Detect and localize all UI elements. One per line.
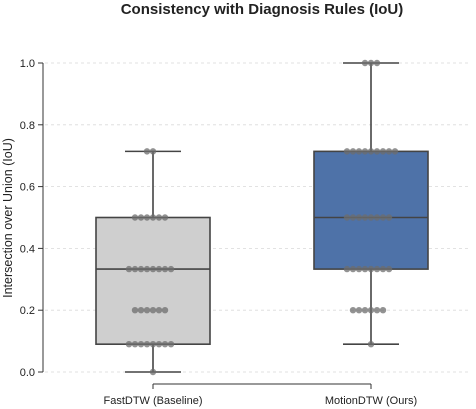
grid-lines [45,62,468,373]
data-point [379,214,387,221]
data-point [361,214,369,221]
data-point [343,214,351,221]
data-point [161,307,169,314]
box-iqr [95,216,211,345]
data-point [143,265,151,273]
boxes [95,62,429,373]
data-point [379,148,387,155]
data-point [361,265,369,273]
data-point [149,148,157,155]
data-point [373,265,381,273]
data-point [361,148,369,155]
box-iqr [313,150,429,270]
data-point [131,340,139,348]
data-point [155,307,163,314]
data-point [367,59,375,67]
data-point [355,265,363,273]
data-point [125,265,133,273]
data-point [137,307,145,314]
data-point [343,265,351,273]
data-point [143,307,151,314]
data-point [385,265,393,273]
data-point [391,148,399,155]
y-tick-label: 0.6 [20,182,35,194]
data-point [349,148,357,155]
data-point [349,214,357,221]
data-point [137,214,145,221]
data-point [161,265,169,273]
data-point [167,265,175,273]
data-point [137,340,145,348]
data-point [155,340,163,348]
y-tick-label: 0.0 [20,367,35,379]
data-point [131,265,139,273]
data-point [355,214,363,221]
data-point [149,265,157,273]
data-point [373,59,381,67]
data-point [155,214,163,221]
x-tick-label: MotionDTW (Ours) [325,395,417,407]
data-point [367,340,375,348]
axes: 0.0 0.2 0.4 0.6 0.8 1.0 FastDTW (Baseline) Moti… [20,58,417,407]
data-point [131,214,139,221]
data-point [367,148,375,155]
data-point [137,265,145,273]
data-point [149,340,157,348]
data-point [367,214,375,221]
y-tick-label: 0.8 [20,120,35,132]
data-point [349,265,357,273]
data-point [161,214,169,221]
data-point [373,148,381,155]
y-axis-label: Intersection over Union (IoU) [1,138,15,298]
data-point [125,340,133,348]
data-point [343,148,351,155]
y-tick-label: 0.4 [20,243,35,255]
data-point [361,59,369,67]
data-point [149,368,157,376]
data-point [367,265,375,273]
x-tick-label: FastDTW (Baseline) [103,395,202,407]
y-tick-label: 1.0 [20,58,35,70]
data-point [379,265,387,273]
data-point [167,340,175,348]
data-point [355,307,363,314]
data-points [125,59,399,376]
data-point [355,148,363,155]
data-point [373,214,381,221]
data-point [155,265,163,273]
data-point [385,214,393,221]
data-point [131,307,139,314]
data-point [367,307,375,314]
data-point [143,340,151,348]
y-tick-label: 0.2 [20,305,35,317]
data-point [379,307,387,314]
data-point [149,307,157,314]
data-point [149,214,157,221]
data-point [361,307,369,314]
data-point [143,148,151,155]
data-point [143,214,151,221]
data-point [161,340,169,348]
chart-title: Consistency with Diagnosis Rules (IoU) [121,1,404,18]
data-point [373,307,381,314]
data-point [349,307,357,314]
data-point [385,148,393,155]
